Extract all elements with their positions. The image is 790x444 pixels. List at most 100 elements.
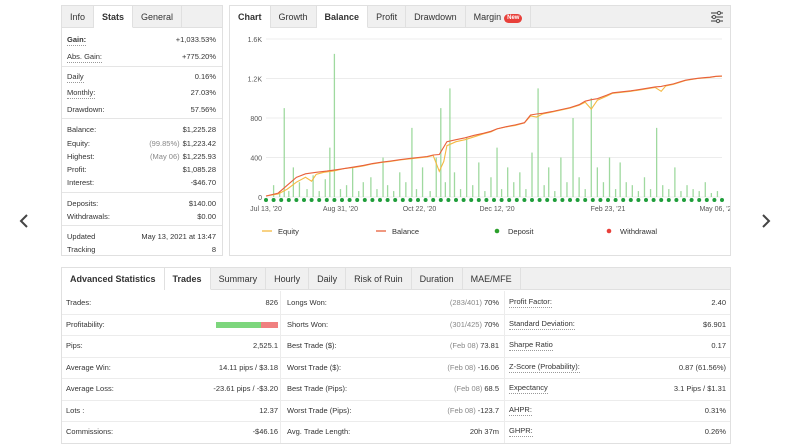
tab-label: Margin (473, 12, 502, 22)
stat-value: +775.20% (182, 52, 216, 61)
divider (62, 66, 222, 67)
tab-drawdown[interactable]: Drawdown (406, 6, 466, 28)
stat-value: 73.81 (480, 341, 499, 350)
tab-info[interactable]: Info (62, 6, 95, 28)
x-tick-label: Jul 13, '20 (250, 206, 282, 213)
stat-value-group: 0.31% (705, 400, 726, 422)
stat-sub: (Feb 08) (447, 362, 476, 372)
tab-label: Growth (278, 12, 308, 22)
deposit-marker (613, 198, 618, 202)
stat-cell-avg-trade-length: Avg. Trade Length: 20h 37m (287, 421, 499, 443)
stat-cell-shorts-won: Shorts Won: (301/425) 70% (287, 314, 499, 336)
legend-swatch-deposit (494, 228, 500, 234)
profitability-bar-fill (216, 321, 262, 328)
legend-label-balance[interactable]: Balance (392, 227, 419, 236)
stat-label: AHPR: (509, 404, 532, 416)
stat-value-group: -$46.70 (191, 177, 216, 189)
stat-value-group: 0.26% (705, 421, 726, 443)
legend-label-deposit[interactable]: Deposit (508, 227, 534, 236)
stat-row-monthly: Monthly: 27.03% (67, 87, 216, 99)
stat-label: Sharpe Ratio (509, 340, 553, 352)
deposit-marker (682, 198, 686, 202)
stats-panel: Info Stats General Gain: +1,033.53% Abs. Gai… (61, 5, 223, 256)
stat-cell-pips: Pips: 2,525.1 (66, 335, 278, 357)
stat-value: 27.03% (190, 88, 216, 97)
tab-stats[interactable]: Stats (94, 6, 134, 28)
stat-label: Lots : (66, 405, 85, 415)
tab-risk-of-ruin[interactable]: Risk of Ruin (346, 268, 412, 290)
row-divider (62, 399, 730, 401)
stat-value: -16.06 (477, 362, 499, 372)
deposit-marker (469, 198, 474, 202)
stat-value-group: (99.85%) $1,223.42 (149, 138, 216, 150)
tab-balance[interactable]: Balance (316, 6, 369, 28)
stat-label: Abs. Gain: (67, 52, 103, 63)
y-tick-label: 1.2K (248, 77, 263, 84)
stat-value: 3.1 Pips / $1.31 (673, 384, 726, 393)
deposit-marker (302, 198, 306, 202)
deposit-marker (537, 198, 542, 202)
stat-value-group: (301/425) 70% (450, 314, 499, 336)
tab-duration[interactable]: Duration (412, 268, 463, 290)
stat-sub: (99.85%) (149, 139, 180, 148)
stat-value-group: $140.00 (189, 198, 216, 210)
series-line-balance (265, 75, 723, 197)
tab-mae-mfe[interactable]: MAE/MFE (463, 268, 521, 290)
stat-label: Tracking (67, 245, 96, 254)
tab-label: Advanced Statistics (70, 274, 156, 284)
deposit-marker (606, 198, 610, 202)
stat-row-withdrawals: Withdrawals: $0.00 (67, 211, 216, 223)
tab-hourly[interactable]: Hourly (266, 268, 310, 290)
stat-value: -$46.70 (190, 178, 216, 187)
tab-summary[interactable]: Summary (211, 268, 267, 290)
stat-label: Best Trade ($): (287, 341, 337, 350)
chart-tabbar: Chart Growth Balance Profit Drawdown Margin Ne… (230, 6, 730, 28)
tab-label: General (141, 12, 174, 22)
deposit-marker (408, 198, 413, 202)
deposit-marker (400, 198, 405, 202)
tab-growth[interactable]: Growth (271, 6, 317, 28)
legend-label-withdrawal[interactable]: Withdrawal (620, 227, 657, 236)
deposit-marker (674, 198, 679, 202)
stat-value-group: -$46.16 (253, 421, 278, 443)
stat-cell-expectancy: Expectancy 3.1 Pips / $1.31 (509, 378, 726, 400)
stat-value-group: 826 (265, 292, 278, 314)
stat-cell-best-trade: Best Trade ($): (Feb 08) 73.81 (287, 335, 499, 357)
stat-value: $6.901 (703, 319, 726, 329)
tab-margin[interactable]: Margin New (466, 6, 532, 28)
stat-label: Standard Deviation: (509, 318, 575, 330)
stat-value: +1,033.53% (175, 35, 216, 44)
stat-value: 0.16% (194, 72, 216, 81)
stat-value: 0.26% (704, 427, 726, 436)
stat-value: -123.7 (477, 405, 499, 415)
tab-label: Chart (238, 12, 262, 22)
col-divider (504, 291, 505, 443)
deposit-marker (279, 198, 284, 202)
tab-profit[interactable]: Profit (368, 6, 407, 28)
stat-sub: (283/401) (449, 298, 482, 307)
chevron-right-icon[interactable] (760, 213, 772, 229)
tab-daily[interactable]: Daily (309, 268, 347, 290)
stat-label: Daily (67, 72, 84, 83)
sliders-icon[interactable] (710, 10, 724, 24)
deposit-marker (659, 198, 664, 202)
x-tick-label: Oct 22, '20 (403, 206, 437, 213)
deposit-marker (575, 198, 580, 202)
stat-value-group: 8 (212, 244, 216, 256)
advanced-tabbar: Advanced Statistics Trades Summary Hourly Da… (62, 268, 730, 290)
stat-label: Z-Score (Probability): (509, 361, 580, 373)
stat-value: $1,223.42 (182, 139, 216, 148)
stat-value-group: 2,525.1 (253, 335, 278, 357)
deposit-marker (492, 198, 496, 202)
chevron-left-icon[interactable] (18, 213, 30, 229)
stat-value: 20h 37m (469, 427, 499, 436)
stat-cell-profit-factor: Profit Factor: 2.40 (509, 292, 726, 314)
stat-value: 70% (483, 298, 499, 307)
deposit-marker (499, 198, 504, 202)
stat-value-group: 57.56% (191, 104, 216, 116)
legend-label-equity[interactable]: Equity (278, 227, 299, 236)
stat-sub: (Feb 08) (454, 384, 483, 393)
tab-general[interactable]: General (133, 6, 183, 28)
tab-trades[interactable]: Trades (164, 268, 211, 290)
stat-label: Interest: (67, 178, 95, 187)
